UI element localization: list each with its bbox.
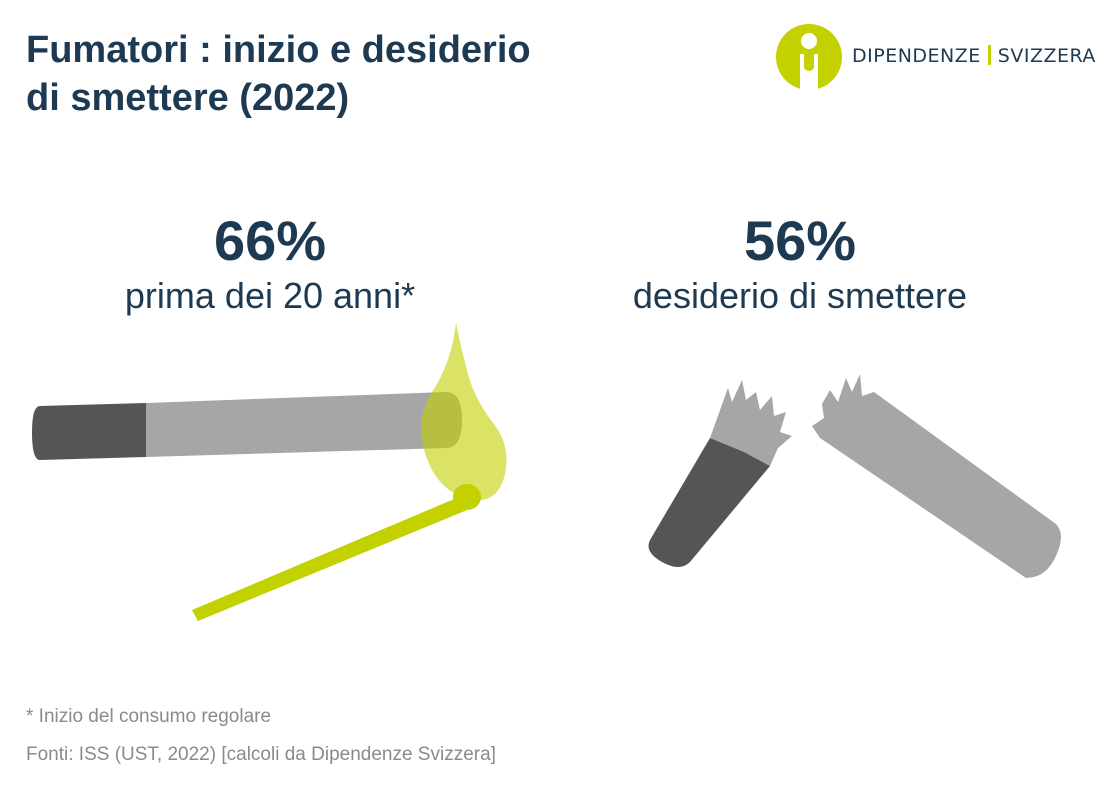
- stat-start-before-20: 66% prima dei 20 anni*: [40, 208, 500, 318]
- footnote: * Inizio del consumo regolare: [26, 706, 272, 727]
- page-title: Fumatori : inizio e desiderio di smetter…: [26, 26, 666, 122]
- stat-label: desiderio di smettere: [632, 275, 968, 316]
- page-title-line-1: Fumatori : inizio e desiderio: [26, 29, 531, 71]
- logo-text-right: SVIZZERA: [997, 45, 1096, 67]
- person-circle-logo-icon: [776, 24, 842, 90]
- logo-separator: [987, 45, 991, 65]
- logo-wordmark: DIPENDENZE SVIZZERA: [852, 44, 1096, 68]
- broken-cigarette-icon: [648, 374, 1061, 578]
- lit-cigarette-match-icon: [32, 322, 507, 621]
- logo-text-left: DIPENDENZE: [852, 45, 981, 67]
- source-citation: Fonti: ISS (UST, 2022) [calcoli da Dipen…: [26, 744, 496, 765]
- stat-label: prima dei 20 anni*: [124, 275, 416, 316]
- page-title-line-2: di smettere (2022): [26, 77, 350, 119]
- dipendenze-svizzera-logo: DIPENDENZE SVIZZERA: [776, 24, 1095, 90]
- stat-wish-to-quit: 56% desiderio di smettere: [570, 208, 1030, 318]
- stat-value: 56%: [743, 209, 857, 272]
- stat-value: 66%: [213, 209, 327, 272]
